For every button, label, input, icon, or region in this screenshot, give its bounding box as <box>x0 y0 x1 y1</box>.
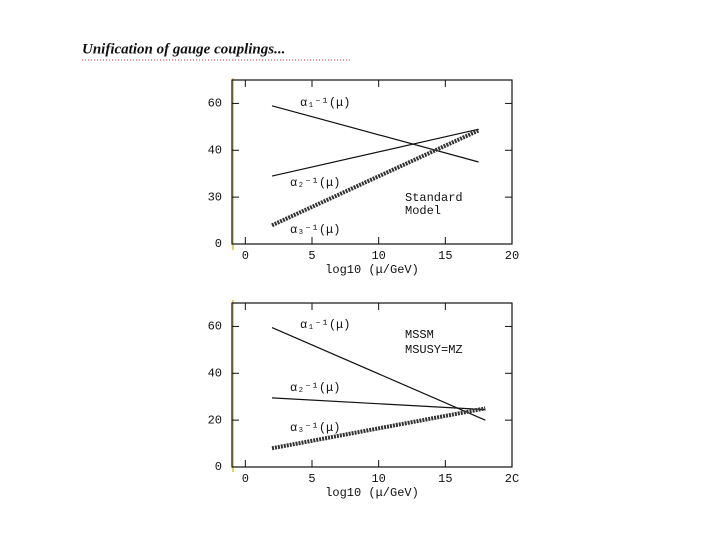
x-axis-label: log10 (μ/GeV) <box>325 486 419 500</box>
x-tick-label: 0 <box>242 472 249 486</box>
x-axis-label: log10 (μ/GeV) <box>325 263 419 277</box>
annotation: MSSM <box>405 328 434 342</box>
annotation: Model <box>405 204 441 218</box>
y-tick-label: 40 <box>208 366 222 380</box>
y-tick-label: 20 <box>208 413 222 427</box>
y-tick-label: 40 <box>208 143 222 157</box>
series-line <box>271 105 479 163</box>
series-label: α₁⁻¹(μ) <box>300 318 350 332</box>
series-line <box>271 397 486 411</box>
x-tick-label: 2C <box>505 472 519 486</box>
y-tick-label: 60 <box>208 320 222 334</box>
x-tick-label: 0 <box>242 249 249 263</box>
slide-title: Unification of gauge couplings... <box>82 41 285 57</box>
series-label: α₃⁻¹(μ) <box>290 223 340 237</box>
series-line <box>271 128 479 177</box>
series-label: α₂⁻¹(μ) <box>290 381 340 395</box>
series-label: α₃⁻¹(μ) <box>290 421 340 435</box>
x-tick-label: 20 <box>505 249 519 263</box>
series-label: α₂⁻¹(μ) <box>290 176 340 190</box>
series-label: α₁⁻¹(μ) <box>300 96 350 110</box>
plot-frame <box>231 79 513 245</box>
x-tick-label: 10 <box>371 472 385 486</box>
plot-frame <box>231 302 513 468</box>
y-tick-label: 60 <box>208 97 222 111</box>
y-tick-label: 0 <box>215 460 222 474</box>
x-tick-label: 15 <box>438 472 452 486</box>
series-line <box>271 327 486 421</box>
annotation: MSUSY=MZ <box>405 343 463 357</box>
x-tick-label: 5 <box>308 249 315 263</box>
series-line <box>271 406 486 451</box>
y-tick-label: 30 <box>208 190 222 204</box>
x-tick-label: 5 <box>308 472 315 486</box>
x-tick-label: 10 <box>371 249 385 263</box>
y-tick-label: 0 <box>215 237 222 251</box>
annotation: Standard <box>405 191 463 205</box>
x-tick-label: 15 <box>438 249 452 263</box>
series-line <box>271 128 480 228</box>
